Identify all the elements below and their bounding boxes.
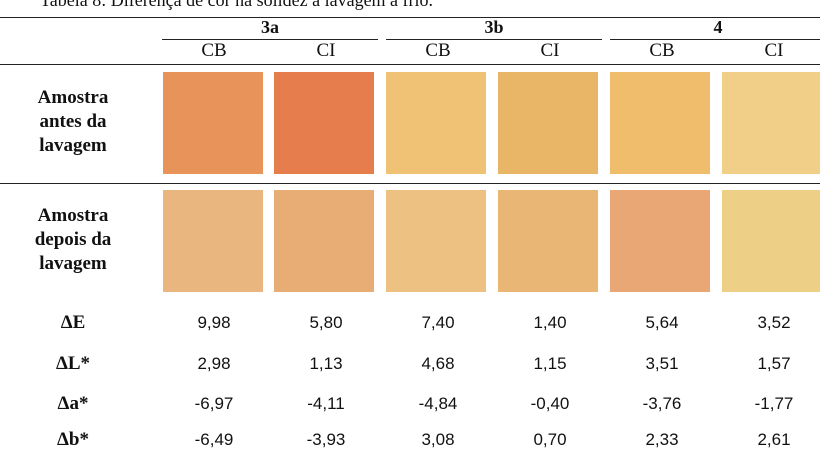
value-cell: 4,68 bbox=[382, 354, 494, 374]
value-cell: 1,40 bbox=[494, 313, 606, 333]
measure-label: ΔE bbox=[8, 312, 138, 334]
sub-header: CB bbox=[382, 40, 494, 62]
swatch bbox=[386, 72, 486, 174]
page: {"caption": "Tabela 8: Diferença de cor … bbox=[0, 0, 820, 446]
sub-header: CI bbox=[718, 40, 820, 62]
row-label-line: antes da bbox=[8, 110, 138, 134]
swatch bbox=[610, 72, 710, 174]
value-cell: 5,64 bbox=[606, 313, 718, 333]
value-cell: 9,98 bbox=[158, 313, 270, 333]
value-cell: 5,80 bbox=[270, 313, 382, 333]
swatch bbox=[163, 190, 263, 292]
value-cell: -3,76 bbox=[606, 394, 718, 414]
row-label-line: depois da bbox=[8, 228, 138, 252]
rule bbox=[0, 183, 820, 184]
group-header: 3a bbox=[158, 17, 382, 38]
swatch bbox=[722, 72, 820, 174]
value-cell: -0,40 bbox=[494, 394, 606, 414]
value-cell: 1,13 bbox=[270, 354, 382, 374]
swatch bbox=[274, 72, 374, 174]
sub-header: CI bbox=[494, 40, 606, 62]
value-cell: 2,98 bbox=[158, 354, 270, 374]
sub-header: CI bbox=[270, 40, 382, 62]
value-cell: 1,57 bbox=[718, 354, 820, 374]
value-cell: -6,49 bbox=[158, 430, 270, 450]
sub-header: CB bbox=[158, 40, 270, 62]
row-label-line: lavagem bbox=[8, 134, 138, 158]
measure-label: Δa* bbox=[8, 393, 138, 415]
measure-label: ΔL* bbox=[8, 353, 138, 375]
swatch bbox=[498, 190, 598, 292]
value-cell: -3,93 bbox=[270, 430, 382, 450]
value-cell: -1,77 bbox=[718, 394, 820, 414]
swatch bbox=[274, 190, 374, 292]
value-cell: 1,15 bbox=[494, 354, 606, 374]
value-cell: 2,61 bbox=[718, 430, 820, 450]
value-cell: 3,08 bbox=[382, 430, 494, 450]
measure-label: Δb* bbox=[8, 429, 138, 451]
value-cell: 2,33 bbox=[606, 430, 718, 450]
value-cell: -6,97 bbox=[158, 394, 270, 414]
value-cell: -4,84 bbox=[382, 394, 494, 414]
sub-header: CB bbox=[606, 40, 718, 62]
row-label-line: Amostra bbox=[8, 86, 138, 110]
row-label-line: lavagem bbox=[8, 252, 138, 276]
caption: Tabela 8: Diferença de cor na solidez à … bbox=[40, 0, 433, 11]
swatch bbox=[722, 190, 820, 292]
swatch bbox=[163, 72, 263, 174]
rule bbox=[0, 64, 820, 65]
group-header: 4 bbox=[606, 17, 820, 38]
value-cell: 7,40 bbox=[382, 313, 494, 333]
swatch bbox=[498, 72, 598, 174]
group-header: 3b bbox=[382, 17, 606, 38]
swatch bbox=[610, 190, 710, 292]
value-cell: 0,70 bbox=[494, 430, 606, 450]
value-cell: -4,11 bbox=[270, 394, 382, 414]
value-cell: 3,51 bbox=[606, 354, 718, 374]
row-label-line: Amostra bbox=[8, 204, 138, 228]
value-cell: 3,52 bbox=[718, 313, 820, 333]
swatch bbox=[386, 190, 486, 292]
